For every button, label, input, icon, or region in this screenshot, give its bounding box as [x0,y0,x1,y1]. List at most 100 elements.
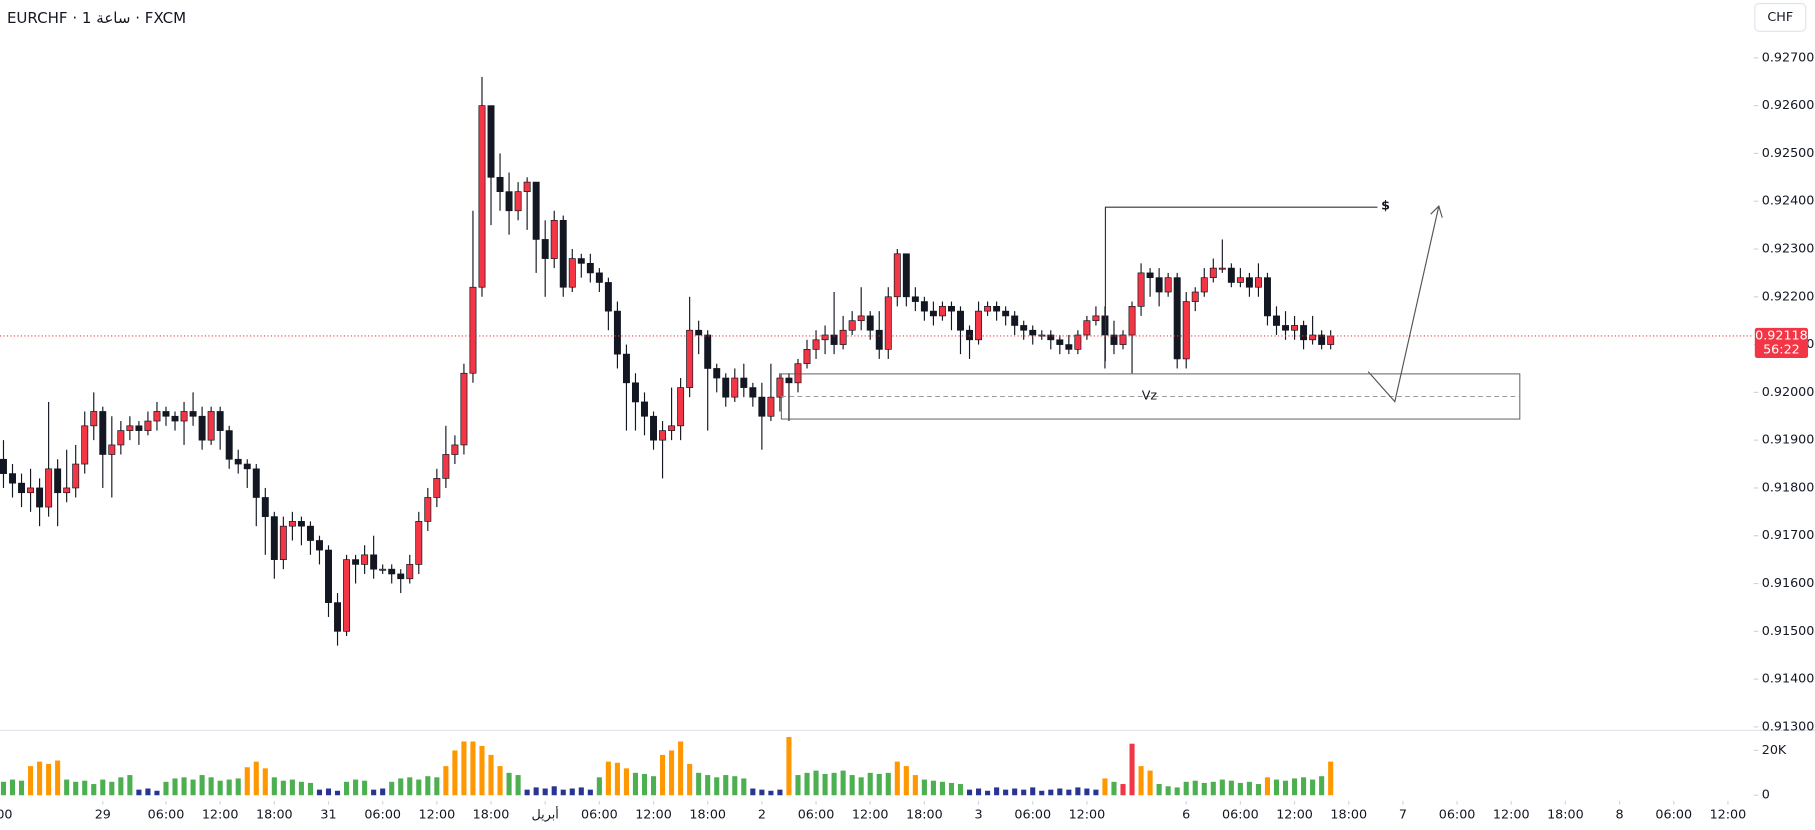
candle-body [975,310,983,341]
candle-body [541,239,549,259]
volume-bar [831,772,837,796]
volume-bar [55,760,61,796]
candle-body [622,353,630,384]
candle-body [487,105,495,178]
volume-bar [1003,789,1009,796]
candle-body [568,258,576,288]
x-tick-label: 12:00 [202,807,239,822]
volume-bar [488,754,494,796]
candle-body [830,334,838,345]
candle-body [514,191,522,212]
volume-bar [1183,781,1189,796]
candle-body [613,310,621,355]
y-tick-label: 0.92300 [1762,242,1815,257]
volume-bar [244,767,250,796]
volume-bar [894,761,900,796]
volume-bar [1228,780,1234,796]
x-tick-label: 06:00 [1439,807,1476,822]
candle-body [379,568,387,571]
volume-bar [822,773,828,796]
volume-bar [479,745,485,796]
volume-bar [9,779,16,796]
volume-bar [867,772,873,796]
candle-body [884,296,892,350]
volume-bar [82,780,88,796]
candle-body [361,554,369,565]
volume-bar [452,750,458,796]
target-line [1104,206,1378,362]
x-tick-label: 12:00 [635,807,672,822]
volume-bar [1192,780,1198,796]
candle-body [261,497,269,517]
candle-body [478,105,486,288]
volume-bar [551,786,557,796]
volume-bar [750,788,756,796]
candle-body [677,387,685,427]
candle-body [451,444,459,455]
candle-body [1119,334,1127,345]
candle-body [144,420,152,431]
candle-body [722,377,730,398]
volume-bar [1292,778,1298,796]
candle-body [1218,267,1226,270]
candle-body [767,396,775,417]
candle-body [740,377,748,388]
volume-bar [578,787,584,796]
candle-body [1300,325,1308,341]
volume-bar [1039,790,1045,796]
candle-body [288,521,296,527]
candle-body [1318,334,1326,345]
volume-bar [994,787,1000,796]
x-tick-label: 06:00 [364,807,401,822]
candle-body [370,554,378,570]
volume-bar [1255,784,1261,796]
candle-body [1056,339,1064,345]
candle-body [523,181,531,193]
volume-bar [1219,779,1225,796]
candle-body [1146,272,1154,279]
volume-bar [623,768,629,796]
candle-body [36,487,44,508]
candle-body [415,521,423,565]
x-tick-label: 12:00 [852,807,889,822]
candle-body [117,430,125,446]
volume-bar [199,775,205,796]
candle-body [1128,305,1136,336]
candle-body [45,468,53,508]
volume-bar [1273,779,1280,796]
volume-bar [407,777,413,796]
candle-body [595,272,603,283]
x-tick-label: 12:00 [1710,807,1747,822]
volume-bar [660,754,666,796]
x-tick-label: 12:00 [1493,807,1530,822]
volume-bar [208,777,214,796]
volume-bar [1021,789,1027,796]
currency-button[interactable] [1754,2,1807,32]
candle-body [18,482,26,494]
candle-body [812,339,820,350]
volume-bar [145,788,151,796]
volume-bar [1048,789,1054,796]
volume-bar [73,781,79,796]
candle-body [1155,277,1163,293]
volume-bar [1066,789,1072,796]
candle-body [171,415,179,422]
candle-body [1065,344,1073,350]
candle-body [433,478,441,498]
candle-body [27,487,35,494]
volume-bar [741,778,747,796]
volume-bar [641,773,648,796]
volume-bar [705,775,711,796]
candle-body [695,329,703,336]
volume-bar [840,770,846,796]
x-tick-label: 12:00 [1276,807,1313,822]
volume-bar [976,788,982,796]
volume-bar [371,789,377,796]
candle-body [839,329,847,345]
volume-bar [1328,761,1334,796]
candle-body [1092,315,1100,322]
candle-body [180,411,188,422]
volume-bar [1084,788,1090,796]
candle-body [911,296,919,302]
